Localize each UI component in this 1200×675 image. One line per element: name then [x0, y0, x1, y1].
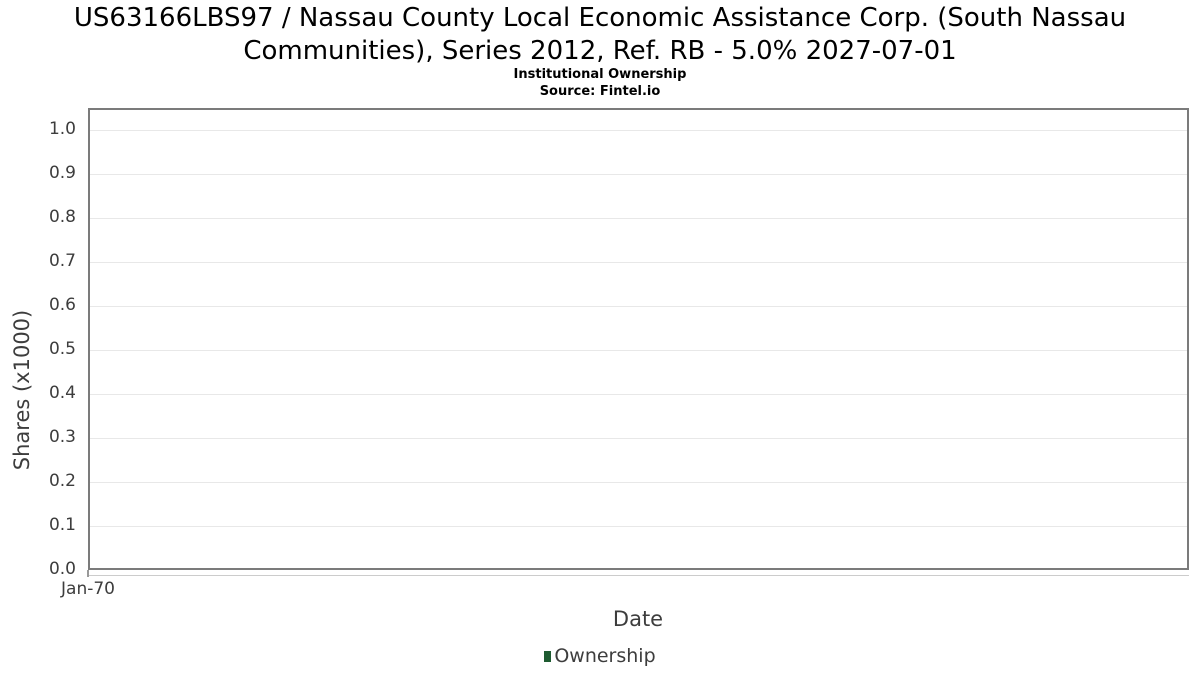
x-tick-mark	[87, 570, 89, 577]
x-axis-line	[88, 575, 1189, 576]
y-tick-label: 1.0	[48, 119, 76, 139]
y-axis-title: Shares (x1000)	[10, 309, 34, 471]
y-tick-label: 0.5	[48, 339, 76, 359]
chart-legend: Ownership	[0, 645, 1200, 667]
y-gridline	[90, 526, 1187, 527]
y-tick-label: 0.2	[48, 471, 76, 491]
x-axis-title: Date	[612, 607, 664, 631]
y-axis-tick-labels: 0.0 0.1 0.2 0.3 0.4 0.5 0.6 0.7 0.8 0.9 1.0	[0, 108, 76, 579]
y-tick-label: 0.0	[48, 559, 76, 579]
y-tick-label: 0.8	[48, 207, 76, 227]
y-tick-label: 0.9	[48, 163, 76, 183]
x-tick-label: Jan-70	[61, 579, 115, 599]
y-tick-label: 0.3	[48, 427, 76, 447]
y-gridline	[90, 218, 1187, 219]
y-gridline	[90, 482, 1187, 483]
chart-subtitle: Institutional Ownership	[513, 67, 687, 82]
y-gridline	[90, 130, 1187, 131]
y-tick-label: 0.6	[48, 295, 76, 315]
y-gridline	[90, 174, 1187, 175]
y-tick-label: 0.7	[48, 251, 76, 271]
legend-marker-ownership-icon[interactable]	[544, 650, 552, 662]
y-gridline	[90, 350, 1187, 351]
chart-source-credit: Source: Fintel.io	[539, 84, 661, 99]
y-tick-label: 0.1	[48, 515, 76, 535]
y-gridline	[90, 438, 1187, 439]
chart-title: US63166LBS97 / Nassau County Local Econo…	[73, 3, 1127, 66]
plot-area	[88, 108, 1189, 570]
y-gridline	[90, 306, 1187, 307]
legend-label-ownership[interactable]: Ownership	[554, 645, 656, 667]
y-gridline	[90, 262, 1187, 263]
y-tick-label: 0.4	[48, 383, 76, 403]
y-gridline	[90, 394, 1187, 395]
